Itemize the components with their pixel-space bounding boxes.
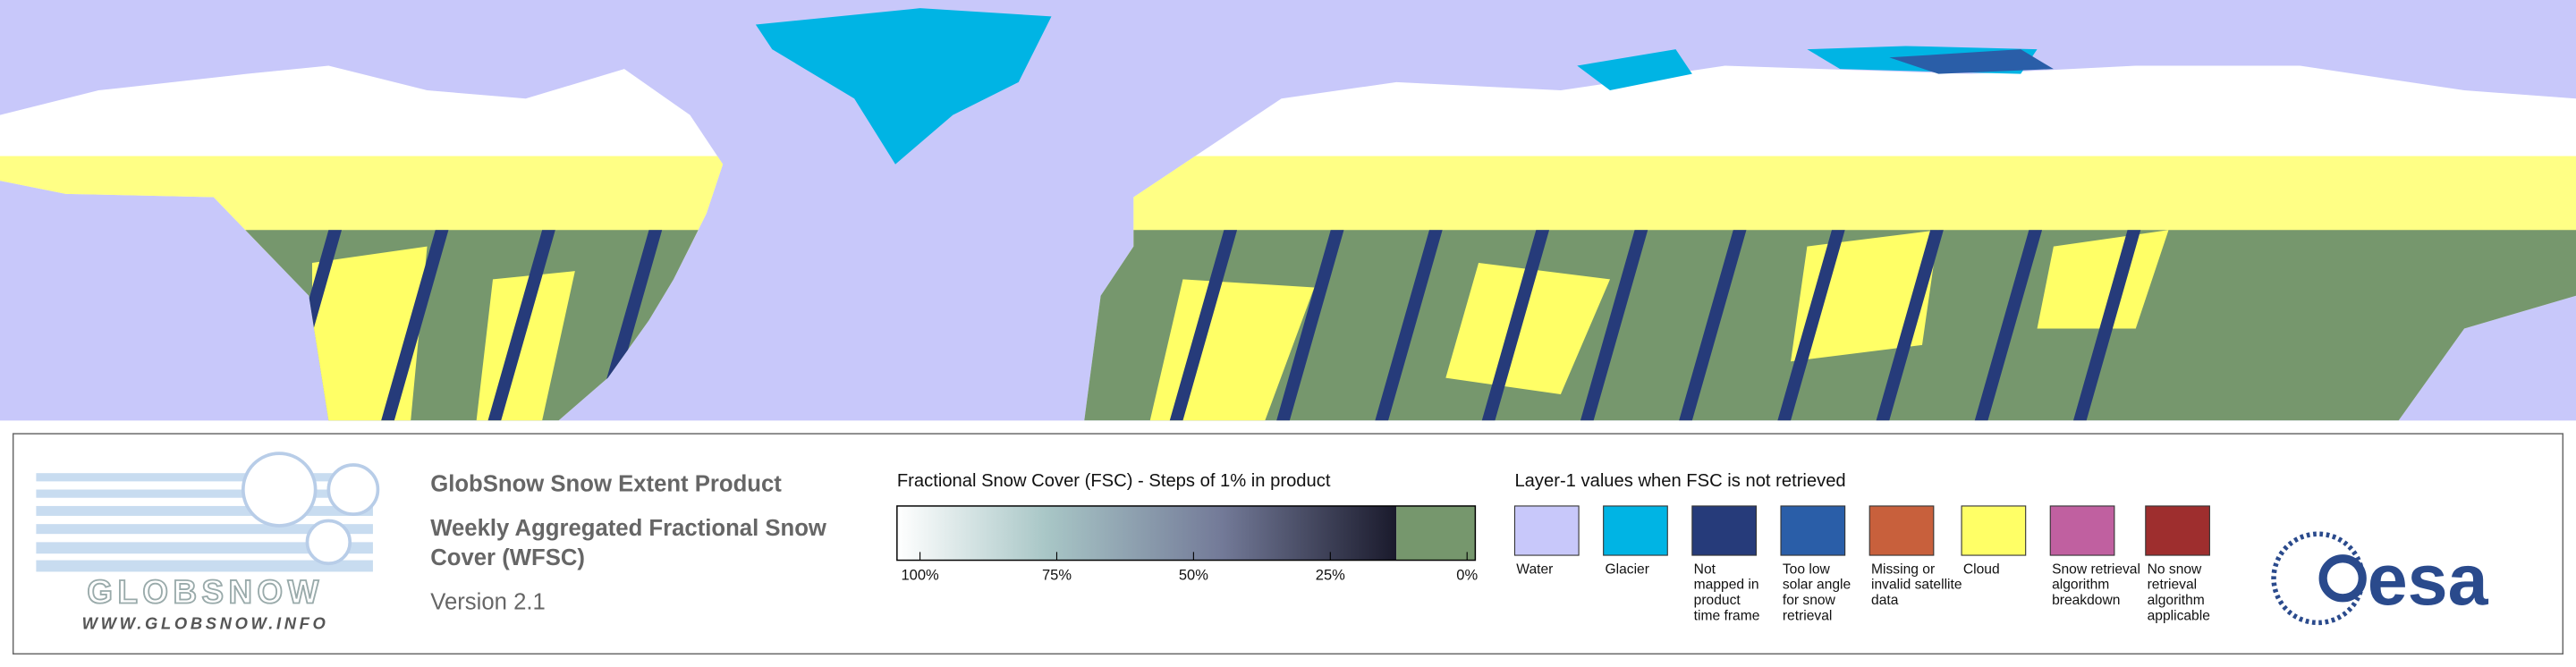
fsc-frame bbox=[896, 505, 1477, 561]
snowflake bbox=[305, 519, 352, 566]
legend-label: invalid satellite bbox=[1871, 578, 1962, 593]
logo-url: WWW.GLOBSNOW.INFO bbox=[82, 614, 329, 633]
legend-swatch bbox=[1961, 505, 2027, 556]
cloud-patches bbox=[311, 230, 2169, 421]
logo-stripe bbox=[36, 542, 373, 554]
legend-label: retrieval bbox=[2148, 578, 2198, 593]
product-subtitle: Weekly Aggregated Fractional Snow bbox=[430, 516, 827, 541]
snowflake bbox=[242, 452, 318, 528]
esa-text: esa bbox=[2368, 540, 2489, 621]
fsc-tick-label: 50% bbox=[1179, 567, 1208, 584]
fsc-tick-label: 25% bbox=[1316, 567, 1345, 584]
esa-logo: esa bbox=[2271, 531, 2489, 626]
layer1-title: Layer-1 values when FSC is not retrieved bbox=[1514, 471, 1845, 491]
legend-label: time frame bbox=[1694, 609, 1760, 624]
fsc-zero bbox=[1396, 505, 1476, 561]
legend-label: applicable bbox=[2148, 609, 2210, 624]
logo-stripe bbox=[36, 560, 373, 572]
fsc-ticks: 100% 75% 50% 25% 0% bbox=[901, 552, 1478, 584]
legend-swatch bbox=[1780, 505, 1846, 556]
fsc-tick-label: 100% bbox=[901, 567, 939, 584]
legend-swatch bbox=[2049, 505, 2115, 556]
legend-label: Not bbox=[1694, 561, 1716, 577]
fsc-gradient bbox=[896, 505, 1397, 561]
unmapped-stripes bbox=[274, 230, 2141, 421]
product-version: Version 2.1 bbox=[430, 590, 546, 615]
legend-swatch bbox=[1868, 505, 1935, 556]
legend-label: Missing or bbox=[1871, 561, 1935, 577]
snowflake bbox=[326, 463, 380, 516]
legend-label: Snow retrieval bbox=[2052, 561, 2140, 577]
legend-label: mapped in bbox=[1694, 578, 1759, 593]
fsc-tick-label: 75% bbox=[1042, 567, 1072, 584]
logo-stripe bbox=[36, 489, 373, 498]
map bbox=[0, 0, 2576, 421]
logo-stripe bbox=[36, 473, 373, 482]
greenland bbox=[755, 8, 1052, 165]
legend-swatch bbox=[1513, 505, 1580, 556]
logo-name: GLOBSNOW bbox=[87, 573, 323, 610]
legend-label: algorithm bbox=[2052, 578, 2109, 593]
esa-eye bbox=[2318, 554, 2367, 603]
legend-label: retrieval bbox=[1783, 609, 1833, 624]
fsc-title: Fractional Snow Cover (FSC) - Steps of 1… bbox=[897, 471, 1331, 491]
legend-label: breakdown bbox=[2052, 593, 2120, 608]
legend-label: product bbox=[1694, 593, 1741, 608]
legend-label: No snow bbox=[2148, 561, 2202, 577]
product-subtitle: Cover (WFSC) bbox=[430, 545, 585, 570]
legend-label: Cloud bbox=[1963, 561, 2000, 577]
legend-label: data bbox=[1871, 593, 1899, 608]
legend-swatch bbox=[1691, 505, 1758, 556]
legend-label: for snow bbox=[1783, 593, 1836, 608]
legend-label: Glacier bbox=[1605, 561, 1648, 577]
legend-swatch bbox=[1603, 505, 1668, 556]
legend-label: Too low bbox=[1783, 561, 1831, 577]
logo-stripe bbox=[36, 505, 373, 516]
logo-stripe bbox=[36, 524, 373, 535]
product-title: GlobSnow Snow Extent Product bbox=[430, 471, 782, 496]
land bbox=[0, 65, 2576, 421]
legend-swatch bbox=[2145, 505, 2210, 556]
legend-label: solar angle bbox=[1783, 578, 1851, 593]
arctic-island-dark bbox=[1889, 49, 2054, 74]
globsnow-logo: GLOBSNOW WWW.GLOBSNOW.INFO bbox=[36, 452, 380, 633]
legend-label: Water bbox=[1516, 561, 1553, 577]
legend-label: algorithm bbox=[2148, 593, 2205, 608]
fsc-tick-label: 0% bbox=[1456, 567, 1478, 584]
